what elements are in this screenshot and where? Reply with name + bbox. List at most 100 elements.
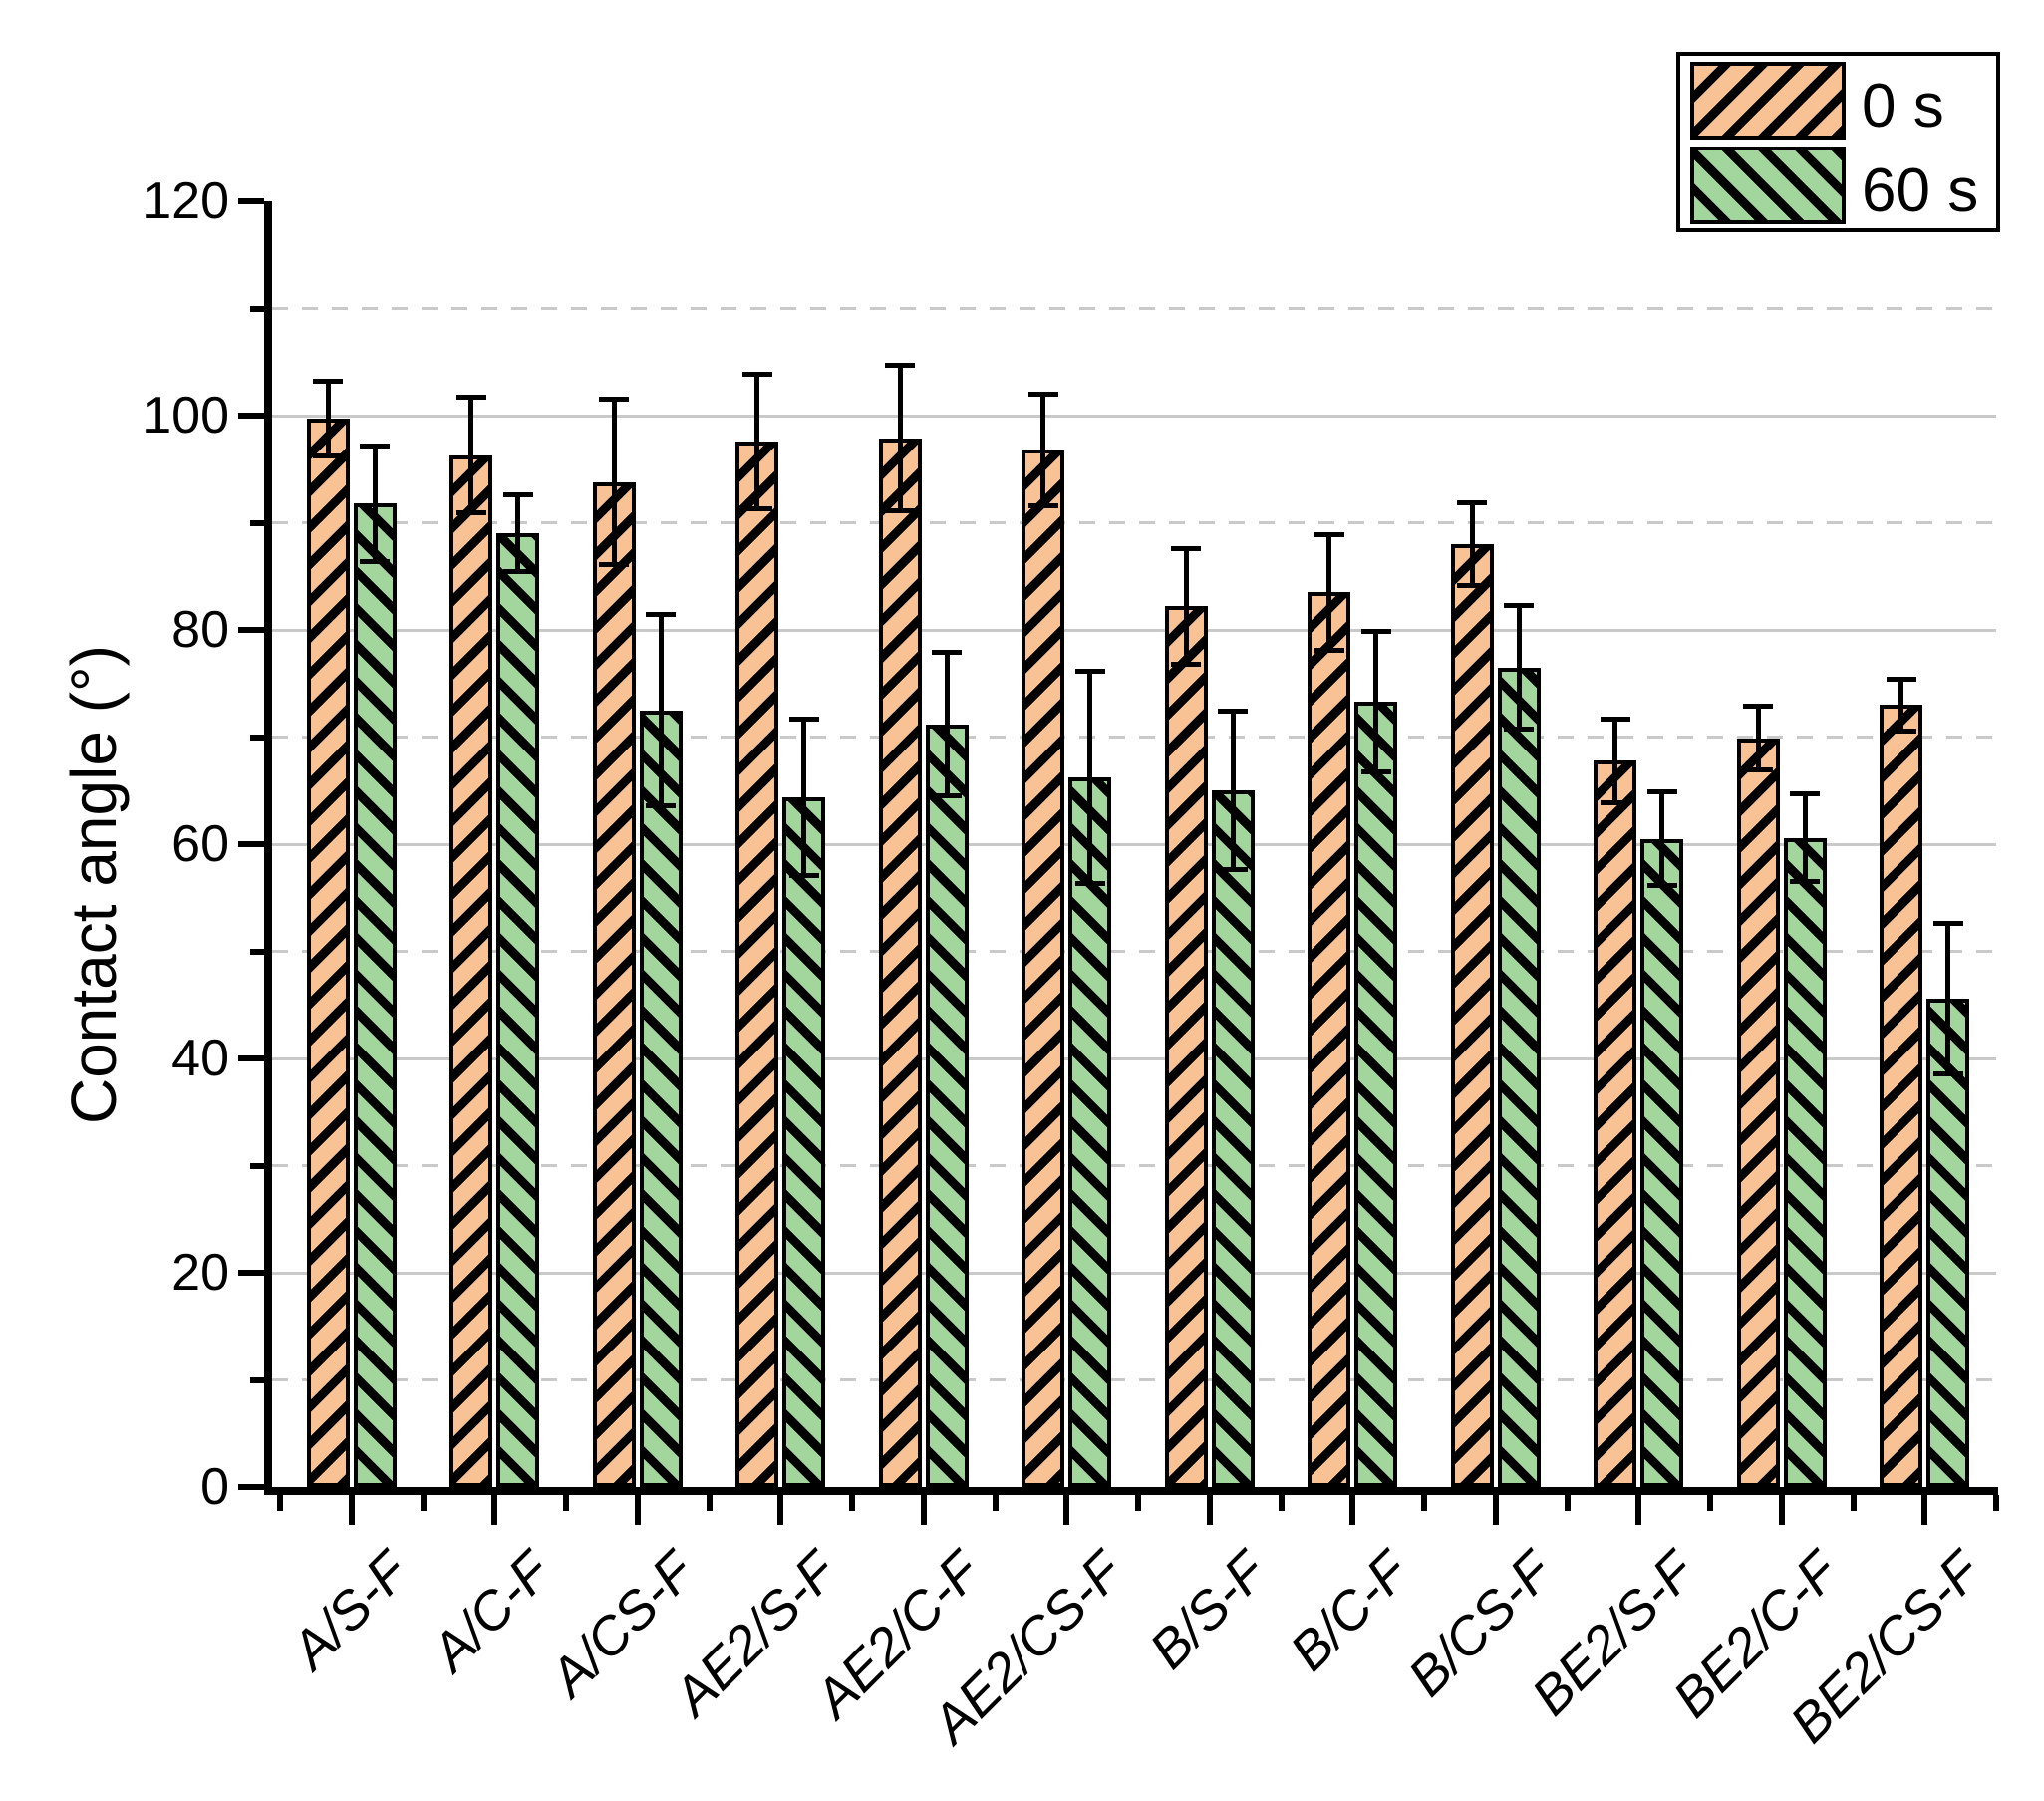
error-bar-cap-top — [885, 362, 916, 368]
error-bar-line — [1469, 502, 1475, 586]
error-bar-line — [372, 446, 378, 562]
bar-0s — [1022, 450, 1065, 1487]
x-tick-major — [1778, 1495, 1785, 1525]
error-bar-line — [658, 614, 664, 806]
y-tick-minor — [250, 519, 264, 526]
error-bar-cap-bottom — [1360, 769, 1391, 775]
bar-0s — [735, 441, 779, 1487]
y-tick-minor — [250, 305, 264, 312]
error-bar-line — [1087, 671, 1093, 884]
legend-swatch-60s — [1690, 147, 1846, 224]
error-bar-cap-bottom — [1218, 867, 1249, 873]
error-bar-cap-bottom — [932, 793, 963, 799]
error-bar-line — [1612, 719, 1618, 803]
bar-0s — [1450, 544, 1494, 1487]
x-tick-minor — [420, 1495, 427, 1511]
gridline-minor — [272, 950, 1996, 953]
gridline-minor — [272, 1378, 1996, 1381]
x-tick-minor — [1564, 1495, 1571, 1511]
legend: 0 s 60 s — [1676, 52, 2000, 232]
x-category-label: A/C-F — [421, 1540, 563, 1683]
error-bar-cap-top — [1932, 921, 1963, 927]
x-tick-minor — [849, 1495, 855, 1511]
error-bar-line — [1230, 711, 1236, 870]
error-bar-line — [944, 652, 950, 796]
error-bar-cap-top — [1171, 545, 1202, 551]
bar-0s — [1308, 592, 1351, 1487]
error-bar-cap-bottom — [1314, 647, 1344, 653]
x-tick-minor — [1707, 1495, 1713, 1511]
x-tick-minor — [1135, 1495, 1141, 1511]
error-bar-cap-bottom — [1646, 883, 1677, 889]
error-bar-cap-top — [1074, 669, 1105, 675]
error-bar-cap-top — [360, 443, 391, 449]
error-bar-cap-bottom — [1886, 728, 1916, 734]
bar-0s — [1736, 738, 1780, 1487]
y-tick-major — [238, 1270, 264, 1276]
error-bar-cap-top — [313, 379, 344, 385]
x-tick-major — [1635, 1495, 1642, 1525]
x-tick-major — [1492, 1495, 1499, 1525]
error-bar-line — [515, 494, 521, 572]
y-tick-major — [238, 1055, 264, 1061]
bar-60s — [496, 533, 540, 1487]
y-tick-major — [238, 1484, 264, 1490]
x-tick-minor — [1278, 1495, 1285, 1511]
gridline-minor — [272, 307, 1996, 310]
gridline-minor — [272, 521, 1996, 524]
error-bar-cap-bottom — [1171, 661, 1202, 667]
error-bar-line — [1183, 548, 1189, 665]
bar-0s — [878, 438, 922, 1487]
y-tick-label: 40 — [171, 1030, 229, 1087]
bar-60s — [639, 710, 683, 1487]
y-tick-label: 120 — [143, 172, 229, 230]
gridline-major — [272, 628, 1996, 632]
bar-0s — [592, 481, 636, 1487]
gridline-major — [272, 414, 1996, 418]
y-tick-minor — [250, 948, 264, 955]
x-tick-major — [920, 1495, 927, 1525]
error-bar-cap-bottom — [455, 510, 486, 516]
error-bar-cap-bottom — [1743, 767, 1774, 773]
error-bar-line — [1755, 706, 1761, 770]
y-tick-minor — [250, 1376, 264, 1383]
bar-60s — [1640, 838, 1684, 1487]
error-bar-cap-bottom — [1932, 1070, 1963, 1076]
error-bar-line — [1659, 791, 1665, 886]
gridline-major — [272, 842, 1996, 846]
error-bar-cap-top — [502, 492, 533, 498]
error-bar-cap-top — [1218, 709, 1249, 715]
error-bar-cap-bottom — [1600, 799, 1630, 805]
x-tick-major — [777, 1495, 784, 1525]
error-bar-cap-top — [1743, 703, 1774, 709]
error-bar-cap-top — [646, 612, 677, 618]
error-bar-line — [754, 374, 760, 509]
error-bar-cap-top — [599, 397, 630, 403]
y-tick-major — [238, 198, 264, 204]
error-bar-cap-bottom — [599, 561, 630, 567]
error-bar-cap-bottom — [1790, 879, 1821, 885]
bar-0s — [1164, 606, 1208, 1487]
error-bar-cap-bottom — [313, 453, 344, 459]
error-bar-line — [1326, 534, 1332, 651]
y-tick-minor — [250, 1162, 264, 1169]
x-tick-minor — [1993, 1495, 1999, 1511]
bar-60s — [353, 503, 397, 1487]
error-bar-cap-top — [1600, 716, 1630, 722]
bar-60s — [1783, 837, 1827, 1487]
legend-swatch-0s — [1690, 62, 1846, 140]
bar-60s — [1926, 998, 1970, 1487]
bar-60s — [1211, 790, 1255, 1487]
gridline-minor — [272, 1164, 1996, 1167]
error-bar-line — [1040, 394, 1046, 506]
x-category-label: B/S-F — [1138, 1540, 1279, 1680]
error-bar-cap-bottom — [741, 506, 772, 512]
error-bar-cap-bottom — [1504, 727, 1535, 733]
error-bar-line — [1945, 923, 1951, 1074]
error-bar-cap-top — [1504, 602, 1535, 608]
x-tick-minor — [706, 1495, 713, 1511]
bar-0s — [1880, 705, 1923, 1487]
y-tick-minor — [250, 734, 264, 741]
gridline-major — [272, 1056, 1996, 1060]
error-bar-line — [1898, 679, 1904, 732]
